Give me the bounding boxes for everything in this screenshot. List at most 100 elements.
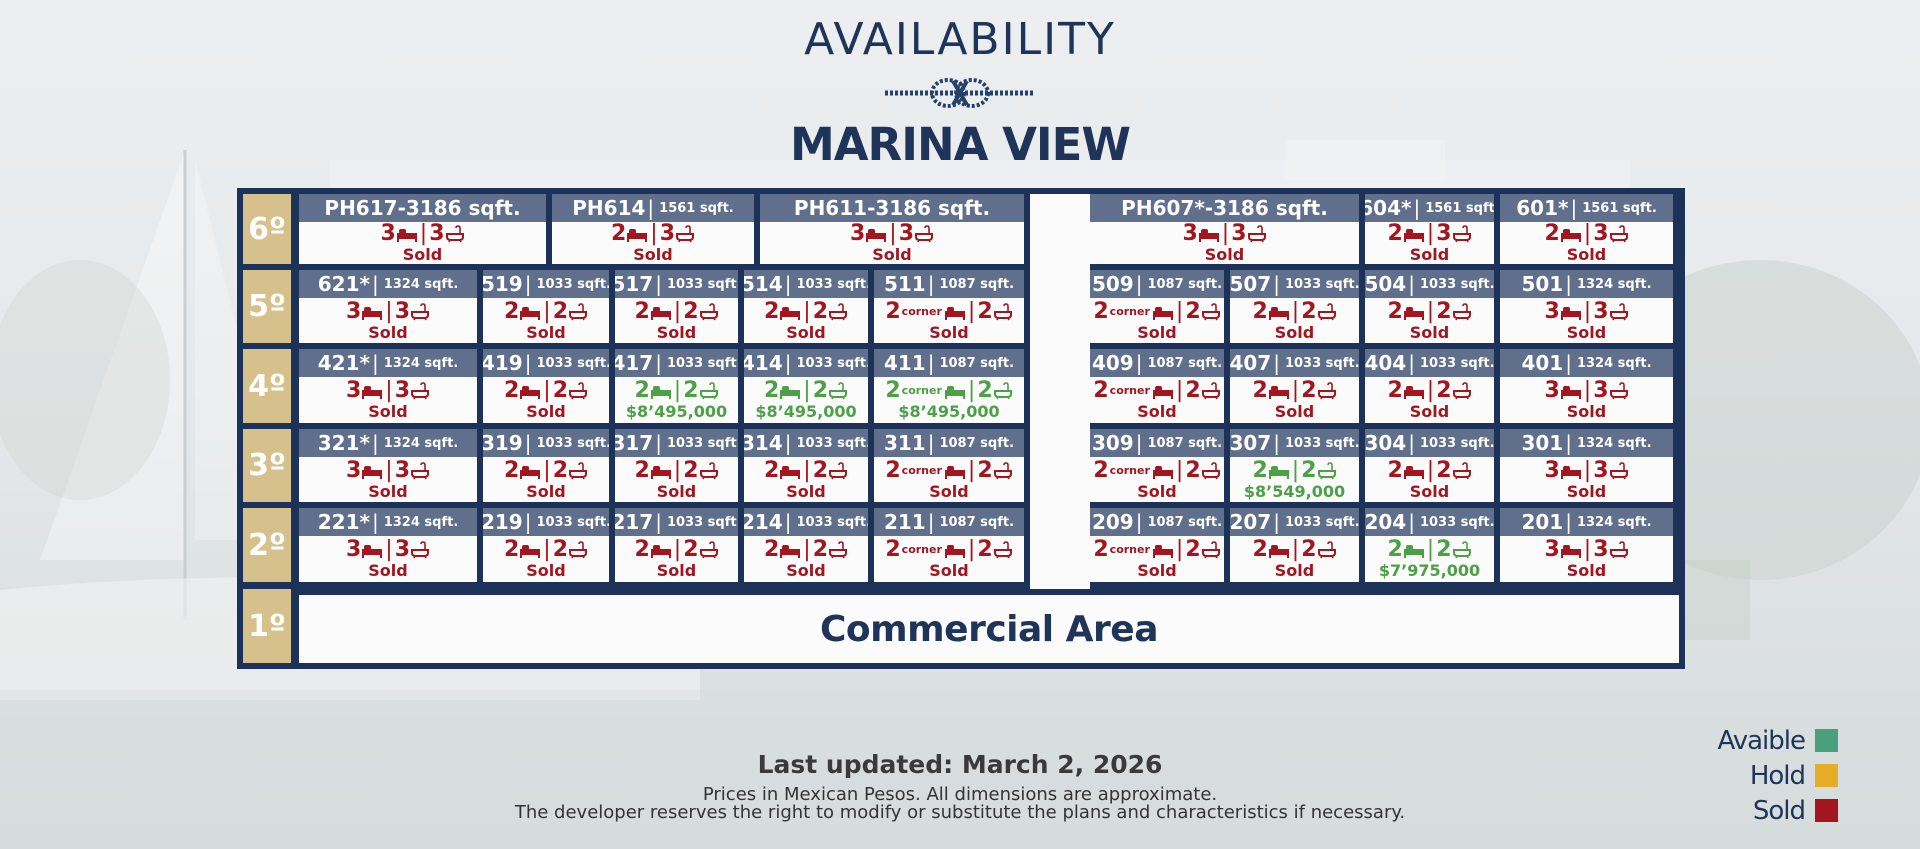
unit-header: 604* | 1561 sqft. [1365, 194, 1494, 222]
unit-size: 1033 sqft. [1419, 514, 1494, 530]
unit-cell[interactable]: 201 | 1324 sqft. 3 | 3 Sold [1500, 508, 1673, 582]
unit-separator: | [1135, 510, 1143, 534]
bedroom-count: 2 [1544, 221, 1560, 246]
bedroom-count: 2 [634, 378, 650, 403]
unit-cell[interactable]: 314 | 1033 sqft. 2 | 2 Sold [744, 429, 868, 502]
unit-specs: 2 corner | 2 [885, 379, 1012, 403]
unit-cell[interactable]: 204 | 1033 sqft. 2 | 2 $7’975,000 [1365, 508, 1494, 582]
unit-size: 1087 sqft. [1147, 276, 1223, 292]
unit-size: 1033 sqft. [536, 276, 609, 292]
unit-separator: | [524, 431, 532, 455]
spec-divider: | [1175, 298, 1184, 324]
spec-divider: | [803, 298, 811, 324]
bathroom-count: 2 [683, 378, 699, 403]
unit-header: 404 | 1033 sqft. [1365, 349, 1494, 377]
unit-cell[interactable]: PH611 - 3186 sqft. 3 | 3 Sold [760, 194, 1024, 264]
unit-cell[interactable]: 519 | 1033 sqft. 2 | 2 Sold [483, 270, 609, 343]
bathtub-icon [1609, 225, 1628, 243]
unit-status: Sold [1137, 561, 1177, 580]
unit-cell[interactable]: 221* | 1324 sqft. 3 | 3 Sold [299, 508, 477, 582]
unit-cell[interactable]: 407 | 1033 sqft. 2 | 2 Sold [1230, 349, 1359, 423]
unit-header: 207 | 1033 sqft. [1230, 508, 1359, 536]
unit-status: Sold [1566, 481, 1607, 501]
bed-icon [780, 545, 801, 558]
last-updated: Last updated: March 2, 2026 [757, 750, 1163, 779]
unit-cell[interactable]: 301 | 1324 sqft. 3 | 3 Sold [1500, 429, 1673, 502]
unit-status: Sold [526, 561, 566, 580]
bed-icon [1560, 545, 1581, 558]
unit-cell[interactable]: 621* | 1324 sqft. 3 | 3 Sold [299, 270, 477, 343]
unit-cell[interactable]: PH614 | 1561 sqft. 2 | 3 Sold [552, 194, 754, 264]
unit-cell[interactable]: 517 | 1033 sqft. 2 | 2 Sold [615, 270, 738, 343]
unit-header: 417 | 1033 sqft. [615, 349, 738, 377]
unit-cell[interactable]: 507 | 1033 sqft. 2 | 2 Sold [1230, 270, 1359, 343]
unit-cell[interactable]: 601* | 1561 sqft. 2 | 3 Sold [1500, 194, 1673, 264]
spec-divider: | [1291, 537, 1300, 562]
bathroom-count: 3 [1593, 457, 1609, 483]
unit-cell[interactable]: 309 | 1087 sqft. 2 corner | 2 Sold [1090, 429, 1224, 502]
unit-cell[interactable]: 419 | 1033 sqft. 2 | 2 Sold [483, 349, 609, 423]
unit-separator: | [1408, 272, 1415, 296]
unit-cell[interactable]: 411 | 1087 sqft. 2 corner | 2 $8’495,000 [874, 349, 1024, 423]
unit-cell[interactable]: 207 | 1033 sqft. 2 | 2 Sold [1230, 508, 1359, 582]
spec-divider: | [803, 378, 811, 403]
unit-cell[interactable]: 209 | 1087 sqft. 2 corner | 2 Sold [1090, 508, 1224, 582]
unit-header: 209 | 1087 sqft. [1090, 508, 1224, 536]
unit-cell[interactable]: 604* | 1561 sqft. 2 | 3 Sold [1365, 194, 1494, 264]
unit-number: 219 [483, 510, 523, 534]
unit-cell[interactable]: 304 | 1033 sqft. 2 | 2 Sold [1365, 429, 1494, 502]
unit-number: 509 [1091, 272, 1134, 296]
unit-cell[interactable]: 317 | 1033 sqft. 2 | 2 Sold [615, 429, 738, 502]
unit-cell[interactable]: 211 | 1087 sqft. 2 corner | 2 Sold [874, 508, 1024, 582]
bedroom-count: 2 [885, 298, 901, 324]
corner-label: corner [1109, 543, 1150, 556]
unit-body: 2 | 2 Sold [483, 457, 609, 502]
unit-cell[interactable]: 307 | 1033 sqft. 2 | 2 $8’549,000 [1230, 429, 1359, 502]
unit-body: 2 | 2 Sold [744, 298, 868, 343]
unit-size: 1033 sqft. [1419, 435, 1494, 451]
unit-separator: | [371, 272, 379, 296]
bathroom-count: 2 [1185, 378, 1201, 403]
unit-cell[interactable]: 217 | 1033 sqft. 2 | 2 Sold [615, 508, 738, 582]
unit-cell[interactable]: 319 | 1033 sqft. 2 | 2 Sold [483, 429, 609, 502]
unit-cell[interactable]: 504 | 1033 sqft. 2 | 2 Sold [1365, 270, 1494, 343]
bedroom-count: 3 [380, 221, 396, 246]
unit-cell[interactable]: 414 | 1033 sqft. 2 | 2 $8’495,000 [744, 349, 868, 423]
unit-size: 1087 sqft. [1147, 355, 1223, 371]
unit-number: 511 [883, 272, 926, 296]
spec-divider: | [1175, 457, 1184, 483]
unit-specs: 2 | 2 [1387, 538, 1471, 562]
unit-cell[interactable]: 511 | 1087 sqft. 2 corner | 2 Sold [874, 270, 1024, 343]
unit-cell[interactable]: 417 | 1033 sqft. 2 | 2 $8’495,000 [615, 349, 738, 423]
bathroom-count: 2 [1185, 298, 1201, 324]
bed-icon [1152, 545, 1173, 558]
bathtub-icon [411, 541, 430, 559]
unit-header: 504 | 1033 sqft. [1365, 270, 1494, 298]
unit-separator: | [1408, 351, 1415, 375]
unit-header: 407 | 1033 sqft. [1230, 349, 1359, 377]
unit-cell[interactable]: 219 | 1033 sqft. 2 | 2 Sold [483, 508, 609, 582]
unit-specs: 2 | 3 [1544, 222, 1628, 246]
unit-separator: | [927, 510, 935, 534]
unit-cell[interactable]: 214 | 1033 sqft. 2 | 2 Sold [744, 508, 868, 582]
unit-cell[interactable]: PH607* - 3186 sqft. 3 | 3 Sold [1090, 194, 1359, 264]
bathroom-count: 2 [977, 378, 993, 403]
unit-cell[interactable]: 409 | 1087 sqft. 2 corner | 2 Sold [1090, 349, 1224, 423]
unit-cell[interactable]: 321* | 1324 sqft. 3 | 3 Sold [299, 429, 477, 502]
bathtub-icon [993, 302, 1012, 320]
unit-body: 2 | 2 Sold [1230, 536, 1359, 582]
bedroom-count: 2 [1387, 298, 1403, 324]
bathtub-icon [569, 461, 588, 479]
unit-cell[interactable]: 501 | 1324 sqft. 3 | 3 Sold [1500, 270, 1673, 343]
unit-cell[interactable]: 509 | 1087 sqft. 2 corner | 2 Sold [1090, 270, 1224, 343]
unit-cell[interactable]: 514 | 1033 sqft. 2 | 2 Sold [744, 270, 868, 343]
unit-header: 211 | 1087 sqft. [874, 508, 1024, 536]
bathroom-count: 2 [552, 537, 569, 562]
unit-cell[interactable]: PH617 - 3186 sqft. 3 | 3 Sold [299, 194, 546, 264]
unit-cell[interactable]: 404 | 1033 sqft. 2 | 2 Sold [1365, 349, 1494, 423]
unit-cell[interactable]: 311 | 1087 sqft. 2 corner | 2 Sold [874, 429, 1024, 502]
spec-divider: | [673, 457, 682, 483]
unit-separator: | [927, 351, 935, 375]
unit-cell[interactable]: 401 | 1324 sqft. 3 | 3 Sold [1500, 349, 1673, 423]
unit-cell[interactable]: 421* | 1324 sqft. 3 | 3 Sold [299, 349, 477, 423]
